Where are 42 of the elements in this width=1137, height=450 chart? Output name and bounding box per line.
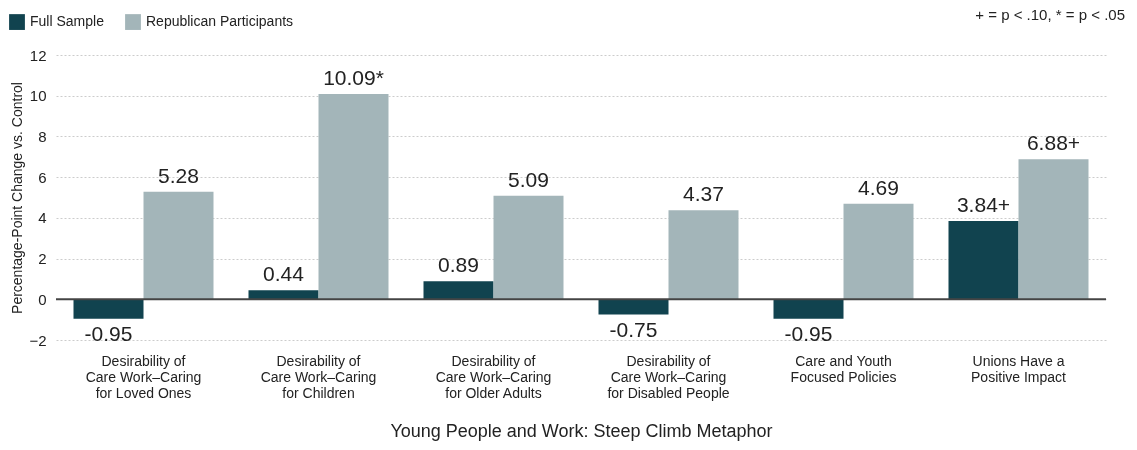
x-tick-label: Care and Youth Focused Policies bbox=[790, 352, 897, 385]
y-axis-title: Percentage-Point Change vs. Control bbox=[9, 82, 26, 314]
bar bbox=[73, 299, 144, 319]
bar bbox=[1018, 159, 1089, 300]
y-tick-label: 4 bbox=[38, 209, 47, 227]
bar bbox=[668, 210, 739, 300]
data-label: 0.89 bbox=[438, 253, 479, 277]
data-label: 5.09 bbox=[508, 167, 549, 191]
y-tick-label: 12 bbox=[29, 46, 47, 64]
bar bbox=[423, 281, 494, 300]
y-tick-label: −2 bbox=[29, 331, 47, 349]
y-tick-label: 2 bbox=[38, 250, 47, 268]
bar bbox=[493, 195, 564, 300]
bar bbox=[143, 191, 214, 300]
x-tick-label: Unions Have a Positive Impact bbox=[971, 352, 1067, 385]
y-tick-label: 6 bbox=[38, 168, 47, 186]
bar bbox=[318, 93, 389, 300]
legend-label: Republican Participants bbox=[146, 13, 294, 30]
bar bbox=[598, 299, 669, 315]
legend-label: Full Sample bbox=[30, 13, 105, 30]
x-tick-label: Desirability of Care Work–Caring for Children bbox=[260, 352, 377, 401]
bar bbox=[948, 221, 1019, 300]
x-tick-label: Desirability of Care Work–Caring for Older Adults bbox=[435, 352, 552, 401]
data-label: 4.69 bbox=[858, 175, 899, 199]
x-tick-label: Desirability of Care Work–Caring for Loved Ones bbox=[85, 352, 202, 401]
data-label: -0.95 bbox=[84, 321, 133, 345]
data-label: 0.44 bbox=[263, 262, 305, 286]
bar bbox=[843, 203, 914, 300]
data-label: -0.75 bbox=[609, 317, 658, 341]
x-axis-title: Young People and Work: Steep Climb Metaphor bbox=[390, 420, 773, 441]
data-label: 4.37 bbox=[683, 182, 724, 206]
text: + = p < .10, * = p < .05 bbox=[975, 6, 1125, 23]
data-label: 3.84+ bbox=[956, 193, 1011, 217]
data-label: -0.95 bbox=[784, 321, 833, 345]
data-label: 5.28 bbox=[158, 163, 199, 187]
y-tick-label: 0 bbox=[38, 290, 47, 308]
data-label: 6.88+ bbox=[1026, 131, 1081, 155]
y-tick-label: 8 bbox=[38, 127, 47, 145]
x-tick-label: Desirability of Care Work–Caring for Disabled People bbox=[607, 352, 730, 401]
data-label: 10.09* bbox=[323, 65, 384, 89]
bar bbox=[773, 299, 844, 319]
y-tick-label: 10 bbox=[29, 87, 47, 105]
